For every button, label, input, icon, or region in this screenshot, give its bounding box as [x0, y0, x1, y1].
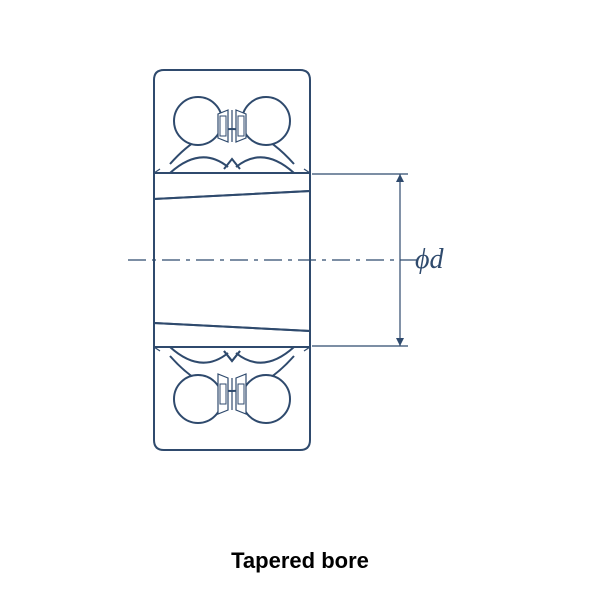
- diagram-canvas: ϕd Tapered bore: [0, 0, 600, 600]
- dimension-label: ϕd: [415, 244, 444, 275]
- bearing-diagram-svg: ϕd: [0, 0, 600, 600]
- caption: Tapered bore: [0, 548, 600, 574]
